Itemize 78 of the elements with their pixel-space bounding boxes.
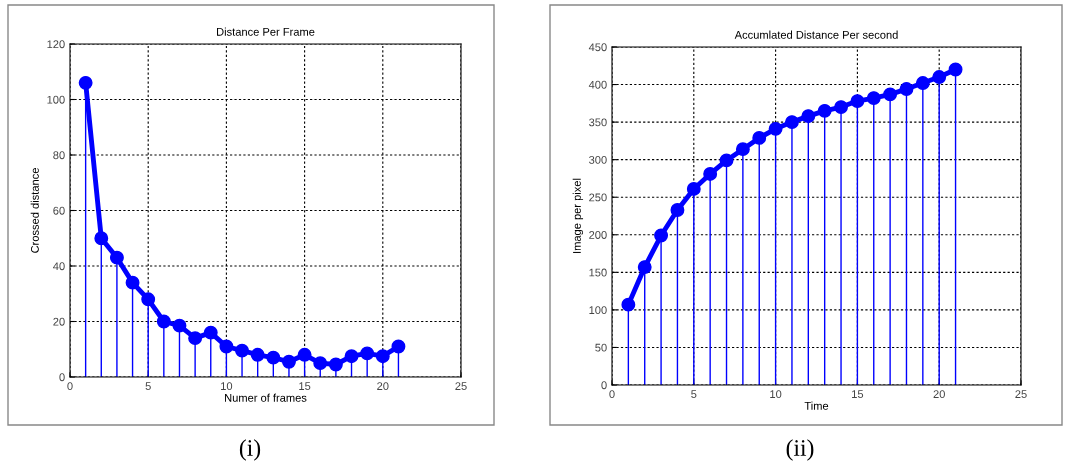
chart-title: Accumlated Distance Per second (734, 30, 898, 39)
x-tick-label: 0 (67, 382, 73, 391)
point (719, 153, 734, 168)
x-tick-label: 10 (221, 382, 233, 391)
y-tick-label: 350 (589, 118, 607, 127)
point (344, 349, 359, 364)
point (817, 103, 832, 118)
text: (i) (239, 439, 261, 461)
y-tick-label: 40 (53, 262, 65, 271)
point (932, 70, 947, 84)
point (866, 91, 881, 106)
point (360, 346, 375, 361)
point (235, 343, 249, 358)
chart-title: Distance Per Frame (217, 27, 315, 36)
point (621, 297, 636, 312)
point (172, 318, 187, 333)
x-tick-label: 25 (1015, 390, 1027, 399)
y-tick-label: 0 (59, 373, 65, 382)
x-tick-label: 10 (770, 390, 782, 399)
x-axis-title: Numer of frames (225, 393, 307, 402)
x-axis-title: Time (804, 401, 829, 410)
y-tick-label: 150 (589, 268, 607, 277)
point (654, 228, 669, 243)
point (156, 314, 171, 329)
point (785, 115, 799, 130)
point (752, 130, 767, 145)
point (915, 76, 930, 90)
x-tick-label: 20 (933, 390, 945, 399)
point (203, 325, 218, 340)
y-axis-title: Crossed distance (30, 168, 39, 253)
x-tick-label: 15 (852, 390, 864, 399)
point (801, 109, 816, 124)
point (637, 260, 652, 275)
point (282, 354, 296, 369)
y-tick-label: 250 (589, 193, 607, 202)
point (219, 339, 234, 354)
x-tick-label: 5 (145, 382, 151, 391)
point (703, 166, 718, 181)
y-tick-label: 300 (589, 155, 607, 164)
point (266, 350, 281, 365)
point (834, 100, 848, 115)
point (670, 203, 685, 217)
point (94, 231, 109, 246)
x-tick-label: 5 (691, 390, 697, 399)
point (948, 62, 963, 77)
x-tick-label: 25 (455, 382, 467, 391)
point (141, 292, 156, 307)
point (328, 357, 343, 372)
point (850, 94, 865, 109)
y-tick-label: 400 (588, 80, 607, 89)
point (735, 142, 750, 157)
y-tick-label: 100 (47, 95, 65, 104)
point (375, 349, 390, 364)
y-tick-label: 200 (589, 231, 607, 239)
point (188, 331, 203, 346)
point (883, 87, 898, 102)
y-tick-label: 20 (53, 317, 65, 326)
text: (ii) (786, 439, 814, 461)
point (78, 75, 93, 90)
y-tick-label: 50 (595, 343, 607, 352)
point (250, 347, 265, 362)
point (391, 339, 406, 354)
point (313, 356, 328, 371)
y-tick-label: 120 (47, 40, 65, 49)
y-tick-label: 450 (588, 43, 607, 52)
y-tick-label: 60 (53, 206, 65, 215)
y-axis-title: Image per pixel (572, 178, 584, 253)
point (109, 250, 124, 265)
point (899, 82, 914, 97)
y-tick-label: 80 (53, 151, 65, 160)
x-tick-label: 15 (299, 382, 311, 391)
point (125, 275, 140, 290)
x-tick-label: 0 (609, 390, 615, 399)
point (686, 182, 701, 196)
point (768, 121, 783, 136)
x-tick-label: 20 (377, 382, 389, 391)
y-tick-label: 100 (589, 306, 607, 315)
point (297, 347, 312, 362)
